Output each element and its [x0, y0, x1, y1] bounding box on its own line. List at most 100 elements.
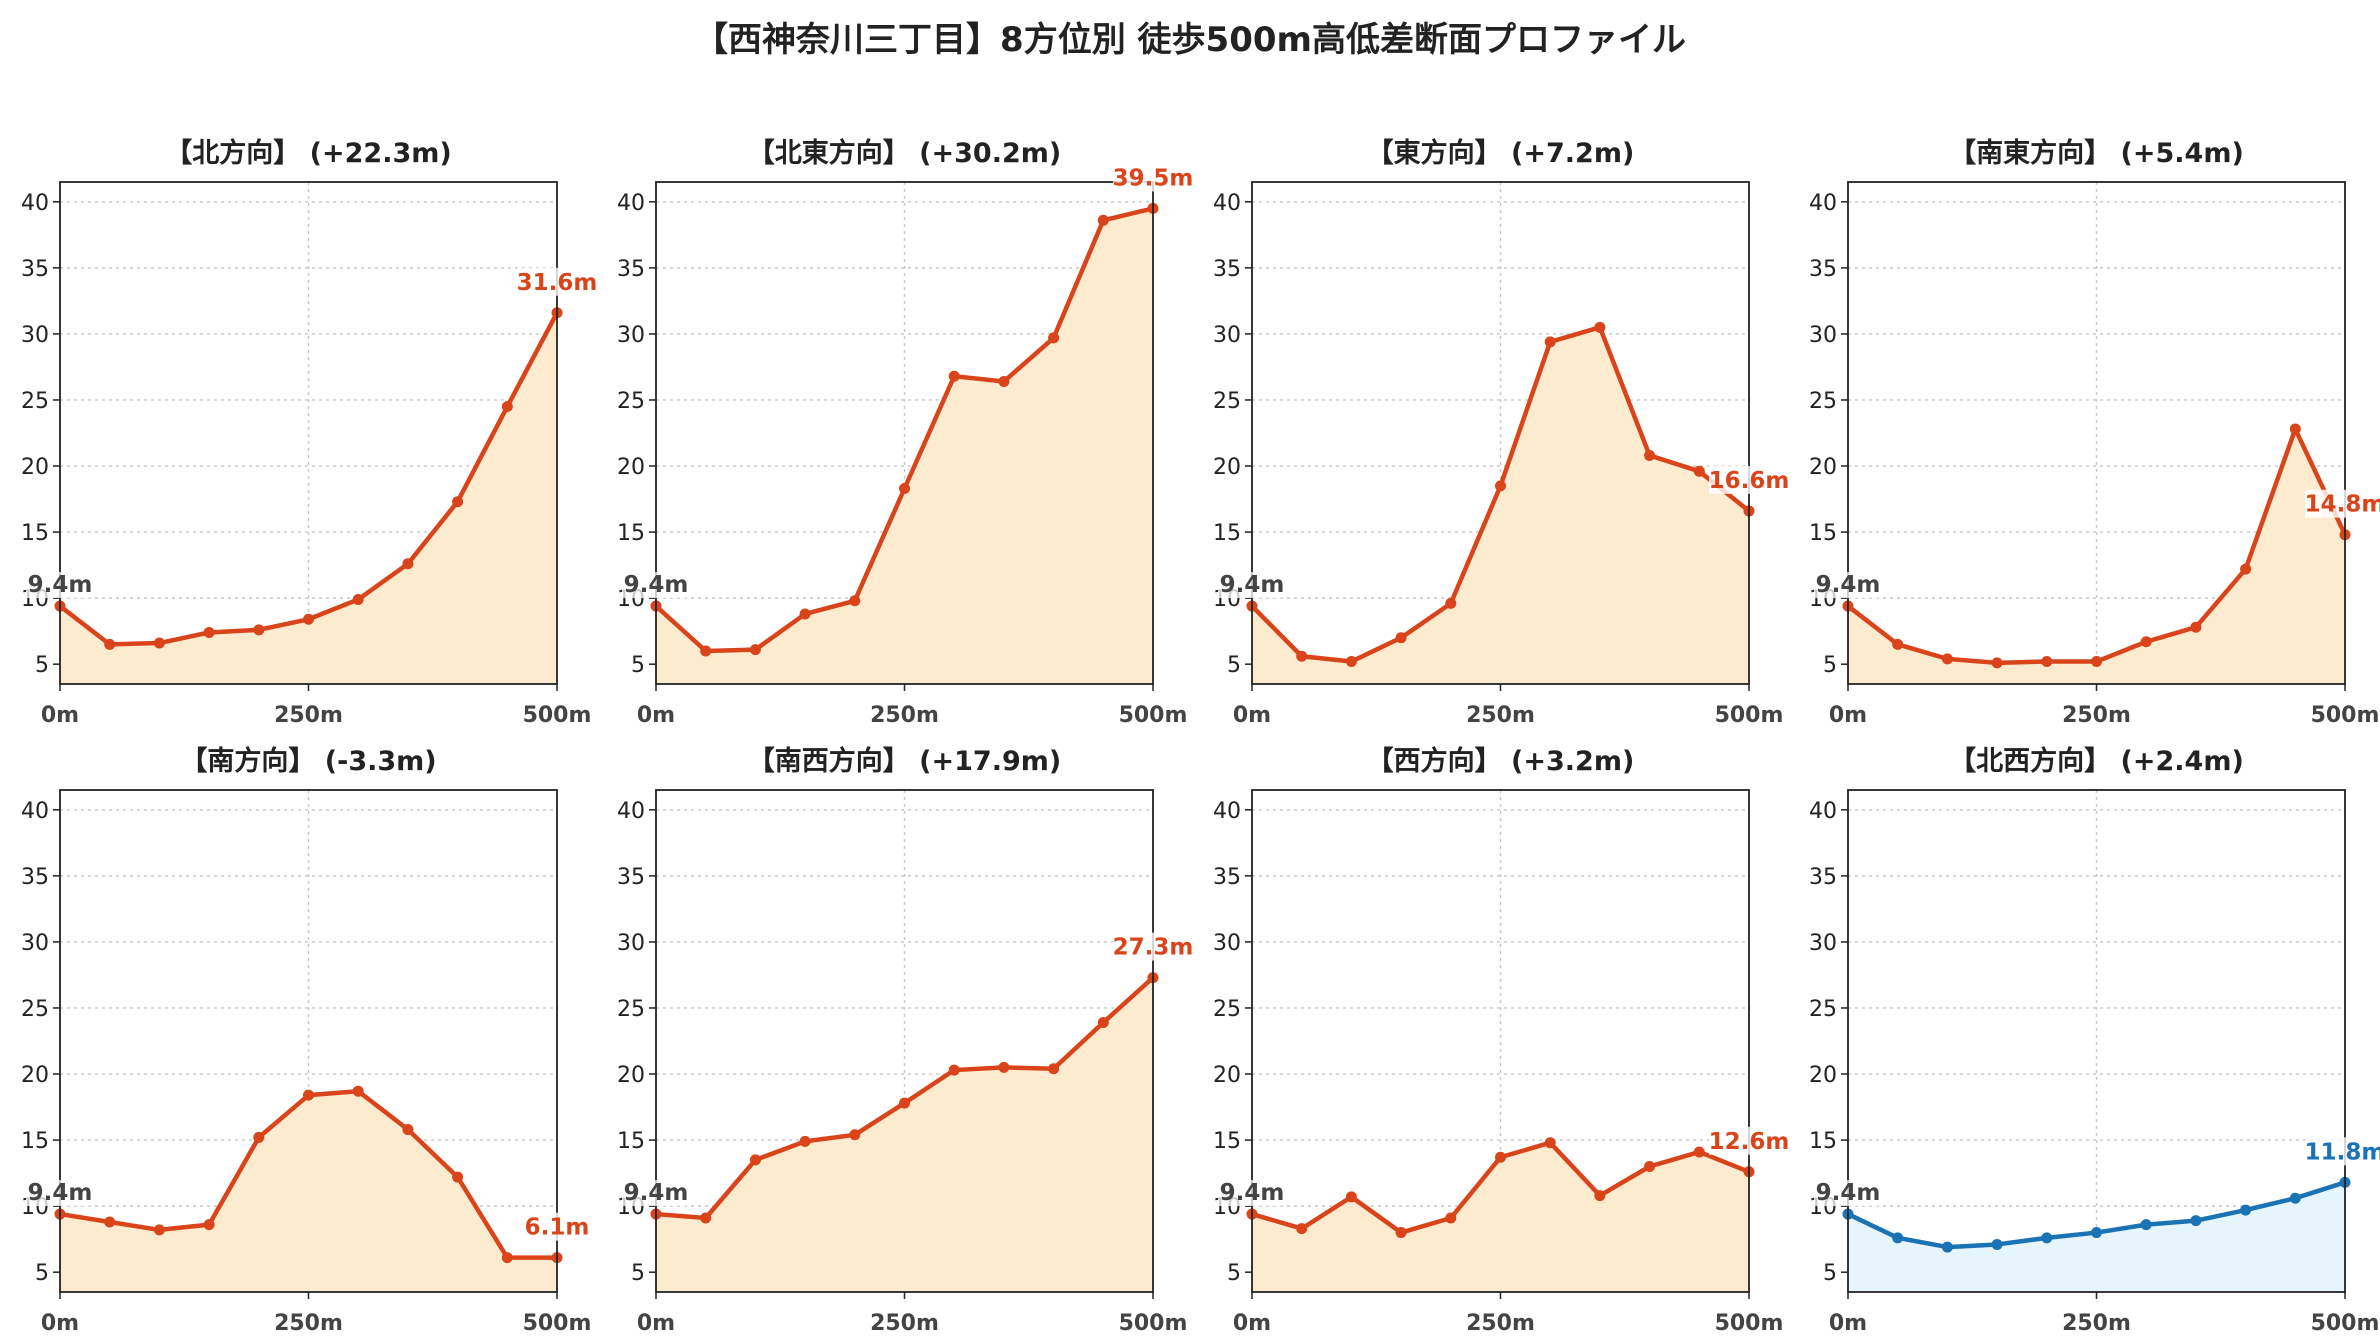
y-tick-label: 35 [1213, 257, 1241, 282]
data-point [104, 638, 116, 650]
data-point [799, 1135, 811, 1147]
start-value-label: 9.4m [28, 572, 93, 598]
data-point [303, 1089, 314, 1101]
y-tick-label: 15 [1809, 521, 1837, 546]
data-point [1296, 650, 1308, 662]
start-label-bg [622, 572, 686, 599]
end-label-bg [517, 1212, 597, 1241]
x-tick-label: 500m [523, 1311, 592, 1336]
data-point [899, 1097, 910, 1109]
y-tick-label: 35 [21, 865, 49, 890]
data-point [2289, 423, 2301, 435]
y-tick-label: 5 [631, 653, 645, 678]
data-point [1644, 449, 1656, 461]
data-point [1048, 1063, 1060, 1075]
end-label-bg [1113, 163, 1193, 192]
end-value-label: 16.6m [1709, 468, 1790, 494]
data-point [104, 1216, 116, 1228]
x-tick-label: 500m [1119, 1311, 1188, 1336]
data-point [998, 1061, 1010, 1073]
end-value-label: 39.5m [1113, 165, 1194, 191]
x-tick-label: 250m [870, 703, 939, 728]
start-value-label: 9.4m [1816, 572, 1881, 598]
data-point [402, 558, 414, 570]
chart-title: 【南方向】 (-3.3m) [180, 745, 436, 777]
data-point [998, 375, 1010, 387]
data-point [1594, 1190, 1606, 1202]
start-value-label: 9.4m [1220, 572, 1285, 598]
data-point [2190, 621, 2202, 633]
y-tick-label: 30 [617, 931, 645, 956]
y-tick-label: 30 [1213, 931, 1241, 956]
data-point [153, 637, 165, 649]
y-tick-label: 20 [21, 1063, 49, 1088]
y-tick-label: 20 [21, 455, 49, 480]
data-point [352, 1085, 364, 1097]
y-tick-label: 25 [1213, 389, 1241, 414]
chart-title: 【南西方向】 (+17.9m) [748, 745, 1061, 777]
data-point [452, 496, 464, 508]
start-label-bg [26, 1180, 90, 1207]
data-point [253, 1131, 265, 1143]
x-tick-label: 500m [1715, 1311, 1784, 1336]
x-tick-label: 250m [2062, 703, 2131, 728]
y-tick-label: 15 [21, 1129, 49, 1154]
x-tick-label: 500m [523, 703, 592, 728]
x-tick-label: 250m [1466, 1311, 1535, 1336]
data-point [501, 401, 513, 413]
start-value-label: 9.4m [1220, 1180, 1285, 1206]
data-point [1693, 1146, 1705, 1158]
x-tick-label: 250m [1466, 703, 1535, 728]
data-point [203, 1219, 215, 1231]
x-tick-label: 500m [1119, 703, 1188, 728]
y-tick-label: 30 [21, 323, 49, 348]
data-point [1097, 214, 1109, 226]
data-point [700, 1212, 712, 1224]
y-tick-label: 25 [1809, 389, 1837, 414]
data-point [1941, 1241, 1953, 1253]
end-value-label: 27.3m [1113, 935, 1194, 961]
start-label-bg [1814, 572, 1878, 599]
y-tick-label: 15 [617, 1129, 645, 1154]
y-tick-label: 30 [1809, 323, 1837, 348]
y-tick-label: 35 [1213, 865, 1241, 890]
end-label-bg [2305, 1137, 2380, 1166]
data-point [2041, 656, 2053, 668]
figure-title: 【西神奈川三丁目】8方位別 徒歩500m高低差断面プロファイル [694, 20, 1686, 60]
y-tick-label: 5 [35, 653, 49, 678]
data-point [2240, 1204, 2252, 1216]
data-point [1495, 1151, 1506, 1163]
data-point [1345, 656, 1357, 668]
y-tick-label: 40 [1809, 191, 1837, 216]
data-point [402, 1124, 414, 1136]
y-tick-label: 35 [617, 865, 645, 890]
y-tick-label: 25 [617, 997, 645, 1022]
x-tick-label: 0m [1233, 1311, 1271, 1336]
y-tick-label: 5 [1823, 1261, 1837, 1286]
y-tick-label: 35 [1809, 865, 1837, 890]
y-tick-label: 25 [1213, 997, 1241, 1022]
x-tick-label: 0m [1829, 1311, 1867, 1336]
y-tick-label: 20 [1809, 455, 1837, 480]
y-tick-label: 40 [21, 799, 49, 824]
data-point [1544, 1137, 1556, 1149]
y-tick-label: 15 [1809, 1129, 1837, 1154]
y-tick-label: 5 [35, 1261, 49, 1286]
x-tick-label: 250m [274, 703, 343, 728]
data-point [1097, 1017, 1109, 1029]
data-point [1296, 1223, 1308, 1235]
x-tick-label: 0m [41, 703, 79, 728]
data-point [1644, 1161, 1656, 1172]
data-point [849, 595, 861, 607]
y-tick-label: 25 [21, 997, 49, 1022]
end-value-label: 12.6m [1709, 1129, 1790, 1155]
y-tick-label: 5 [631, 1261, 645, 1286]
data-point [1991, 1238, 2003, 1250]
area-fill [656, 977, 1153, 1292]
end-value-label: 11.8m [2305, 1139, 2380, 1165]
end-value-label: 14.8m [2305, 492, 2380, 518]
end-value-label: 6.1m [525, 1215, 590, 1241]
